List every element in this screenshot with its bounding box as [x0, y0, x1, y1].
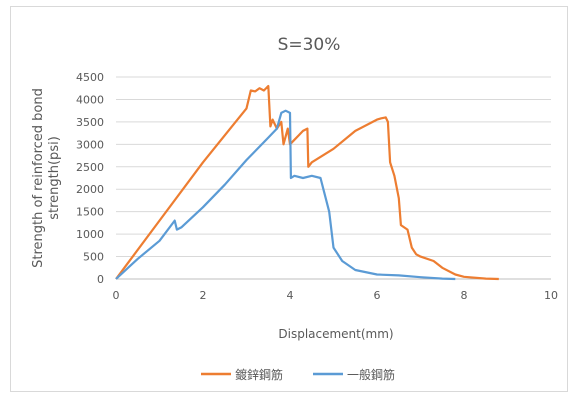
y-tick-label: 3500 — [76, 116, 104, 129]
series-line-2 — [115, 109, 456, 281]
series-line-1 — [115, 84, 499, 281]
x-tick-label: 4 — [287, 289, 294, 302]
x-tick-label: 2 — [200, 289, 207, 302]
y-tick-label: 0 — [97, 273, 104, 286]
y-tick-label: 1000 — [76, 228, 104, 241]
legend-label-1: 鍍鋅鋼筋 — [235, 367, 283, 382]
y-axis-label-line-1: Strength of reinforced bond — [31, 88, 46, 268]
series-lines — [115, 84, 499, 281]
gridlines — [116, 76, 551, 280]
y-tick-label: 4000 — [76, 93, 104, 106]
x-tick-label: 6 — [374, 289, 381, 302]
chart-svg: S=30% 0 500 1000 1500 2000 2500 3000 3500 4000 45… — [31, 35, 559, 382]
y-axis-label-line-2: strength(psi) — [47, 136, 62, 220]
x-tick-labels: 0 2 4 6 8 10 — [113, 289, 559, 302]
x-tick-label: 10 — [544, 289, 558, 302]
x-tick-label: 8 — [461, 289, 468, 302]
legend-label-2: 一般鋼筋 — [347, 367, 395, 382]
chart-frame: S=30% 0 500 1000 1500 2000 2500 3000 3500 4000 45… — [10, 6, 568, 392]
y-tick-labels: 0 500 1000 1500 2000 2500 3000 3500 4000 4500 — [76, 71, 104, 286]
chart-title: S=30% — [278, 35, 341, 55]
x-tick-label: 0 — [113, 289, 120, 302]
y-tick-label: 500 — [83, 251, 104, 264]
y-tick-label: 4500 — [76, 71, 104, 84]
x-axis-label: Displacement(mm) — [278, 327, 393, 341]
y-tick-label: 2500 — [76, 161, 104, 174]
y-tick-label: 2000 — [76, 183, 104, 196]
y-tick-label: 3000 — [76, 138, 104, 151]
y-tick-label: 1500 — [76, 206, 104, 219]
legend: 鍍鋅鋼筋 一般鋼筋 — [201, 367, 395, 382]
